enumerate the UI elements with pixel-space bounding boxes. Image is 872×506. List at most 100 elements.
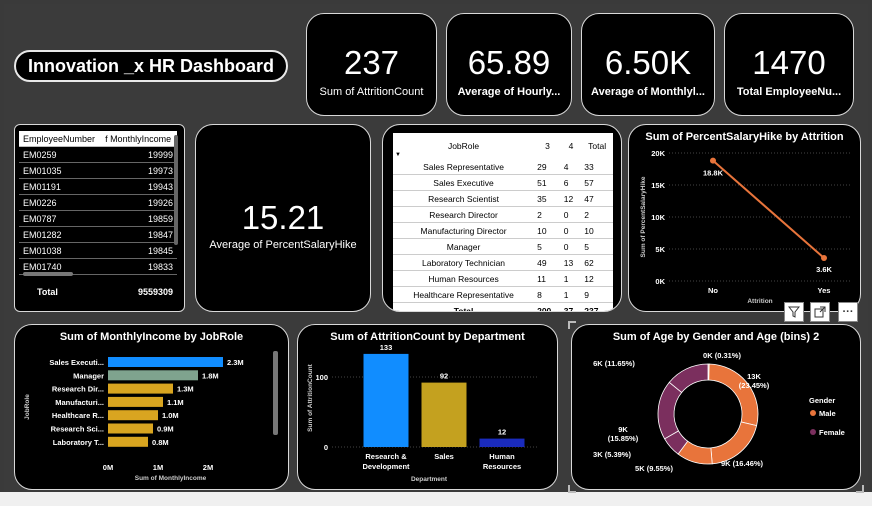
- selection-handle[interactable]: [568, 321, 576, 329]
- horizontal-scrollbar[interactable]: [23, 272, 73, 276]
- kpi-value: 65.89: [467, 44, 551, 81]
- data-label: 1.8M: [202, 371, 219, 380]
- table-row[interactable]: EM01038 19845: [19, 242, 177, 259]
- kpi-card-hourly[interactable]: 65.89 Average of Hourly...: [446, 13, 572, 116]
- cell: Manufacturing Director: [393, 222, 535, 239]
- x-tick-label: 2M: [203, 463, 213, 472]
- x-tick-label: Resources: [483, 462, 521, 471]
- table-row[interactable]: Healthcare Representative 8 1 9: [393, 286, 613, 303]
- dashboard-title: Innovation _x HR Dashboard: [14, 50, 288, 82]
- kpi-card-attrition[interactable]: 237 Sum of AttritionCount: [306, 13, 437, 116]
- cell: EM0787: [19, 210, 102, 227]
- table-row[interactable]: EM01191 19943: [19, 178, 177, 195]
- y-tick-label: 20K: [651, 149, 665, 158]
- cell: 51: [534, 174, 561, 191]
- table-row[interactable]: Research Director 2 0 2: [393, 206, 613, 223]
- table-header-row: EmployeeNumber f MonthlyIncome: [19, 131, 177, 147]
- kpi-value: 237: [343, 44, 400, 81]
- more-options-icon[interactable]: ···: [838, 302, 858, 322]
- chart-title: Sum of Age by Gender and Age (bins) 2: [612, 331, 820, 343]
- y-tick-label: Research Dir...: [52, 385, 104, 394]
- hbar-chart-monthly-income[interactable]: Sum of MonthlyIncome by JobRole Sales Ex…: [14, 324, 289, 490]
- table-row[interactable]: Laboratory Technician 49 13 62: [393, 254, 613, 271]
- y-tick-label: 5K: [655, 245, 665, 254]
- donut-chart-age-gender[interactable]: Sum of Age by Gender and Age (bins) 2 0K…: [571, 324, 861, 490]
- table-row[interactable]: EM0787 19859: [19, 210, 177, 227]
- table-total-row: Total 9559309: [19, 285, 177, 301]
- jobrole-matrix[interactable]: JobRole ▼ 3 4 Total Sales Representative…: [382, 124, 622, 312]
- employee-income-table[interactable]: EmployeeNumber f MonthlyIncome EM0259 199…: [14, 124, 185, 312]
- cell: EM0259: [19, 146, 102, 163]
- x-tick-label: Sales: [434, 452, 454, 461]
- focus-mode-icon[interactable]: [810, 302, 830, 322]
- kpi-card-salary-hike[interactable]: 15.21 Average of PercentSalaryHike: [195, 124, 371, 312]
- cell: 19999: [101, 146, 177, 163]
- table-row[interactable]: Research Scientist 35 12 47: [393, 190, 613, 207]
- donut-slice: [668, 363, 709, 394]
- kpi-label: Average of Monthlyl...: [591, 86, 705, 98]
- slice-label: (15.85%): [608, 434, 639, 443]
- bottom-strip: [0, 492, 872, 506]
- table-row[interactable]: EM0226 19926: [19, 194, 177, 211]
- cell: 9: [581, 286, 613, 303]
- data-label: 1.0M: [162, 411, 179, 420]
- selection-handle[interactable]: [568, 485, 576, 493]
- donut-slice: [710, 421, 758, 465]
- filter-icon[interactable]: [784, 302, 804, 322]
- header-total[interactable]: Total: [581, 133, 613, 159]
- line-chart-salary-hike[interactable]: Sum of PercentSalaryHike by Attrition 0K…: [628, 124, 861, 312]
- legend-title: Gender: [809, 396, 835, 405]
- table-row[interactable]: Manufacturing Director 10 0 10: [393, 222, 613, 239]
- table-row[interactable]: Human Resources 11 1 12: [393, 270, 613, 287]
- table-row[interactable]: Sales Representative 29 4 33: [393, 159, 613, 175]
- data-label: 92: [440, 372, 448, 381]
- vbar-chart-attrition-dept[interactable]: Sum of AttritionCount by Department 0 100…: [297, 324, 558, 490]
- selection-handle[interactable]: [856, 485, 864, 493]
- vertical-scrollbar[interactable]: [174, 135, 178, 245]
- cell: 11: [534, 270, 561, 287]
- cell: 19973: [101, 162, 177, 179]
- y-tick-label: 10K: [651, 213, 665, 222]
- bar: [108, 423, 153, 434]
- cell: 19926: [101, 194, 177, 211]
- bar: [108, 396, 163, 407]
- cell: 35: [534, 190, 561, 207]
- y-tick-label: 0: [324, 443, 328, 452]
- header-jobrole[interactable]: JobRole ▼: [393, 133, 535, 159]
- header-col-3[interactable]: 3: [534, 133, 561, 159]
- table-row[interactable]: Sales Executive 51 6 57: [393, 174, 613, 191]
- table-row[interactable]: EM0259 19999: [19, 146, 177, 163]
- slice-label: 5K (9.55%): [635, 464, 673, 473]
- y-tick-label: 15K: [651, 181, 665, 190]
- sort-descending-icon[interactable]: ▼: [395, 152, 401, 158]
- cell: 13: [560, 254, 582, 271]
- cell: EM0226: [19, 194, 102, 211]
- data-label: 2.3M: [227, 358, 244, 367]
- table-row[interactable]: EM01740 19833: [19, 258, 177, 275]
- y-tick-label: Research Sci...: [51, 425, 104, 434]
- x-tick-label: Research &: [365, 452, 407, 461]
- x-tick-label: No: [708, 286, 718, 295]
- header-monthly-income[interactable]: f MonthlyIncome: [101, 131, 177, 147]
- data-point: [710, 157, 716, 164]
- cell: 12: [581, 270, 613, 287]
- header-employee-number[interactable]: EmployeeNumber: [19, 131, 102, 147]
- kpi-label: Sum of AttritionCount: [319, 86, 424, 98]
- x-tick-label: Development: [362, 462, 410, 471]
- header-col-4[interactable]: 4: [560, 133, 582, 159]
- chart-title: Sum of PercentSalaryHike by Attrition: [645, 131, 844, 143]
- cell: 29: [534, 159, 561, 175]
- slice-label: 9K (16.46%): [721, 459, 764, 468]
- kpi-card-employees[interactable]: 1470 Total EmployeeNu...: [724, 13, 854, 116]
- cell: 12: [560, 190, 582, 207]
- bar: [421, 382, 467, 447]
- kpi-card-monthly[interactable]: 6.50K Average of Monthlyl...: [581, 13, 715, 116]
- cell: Healthcare Representative: [393, 286, 535, 303]
- data-label: 0.9M: [157, 425, 174, 434]
- legend-marker: [810, 410, 816, 416]
- cell: Sales Executive: [393, 174, 535, 191]
- table-row[interactable]: EM01282 19847: [19, 226, 177, 243]
- table-row[interactable]: Manager 5 0 5: [393, 238, 613, 255]
- y-tick-label: Manager: [73, 371, 104, 380]
- table-row[interactable]: EM01035 19973: [19, 162, 177, 179]
